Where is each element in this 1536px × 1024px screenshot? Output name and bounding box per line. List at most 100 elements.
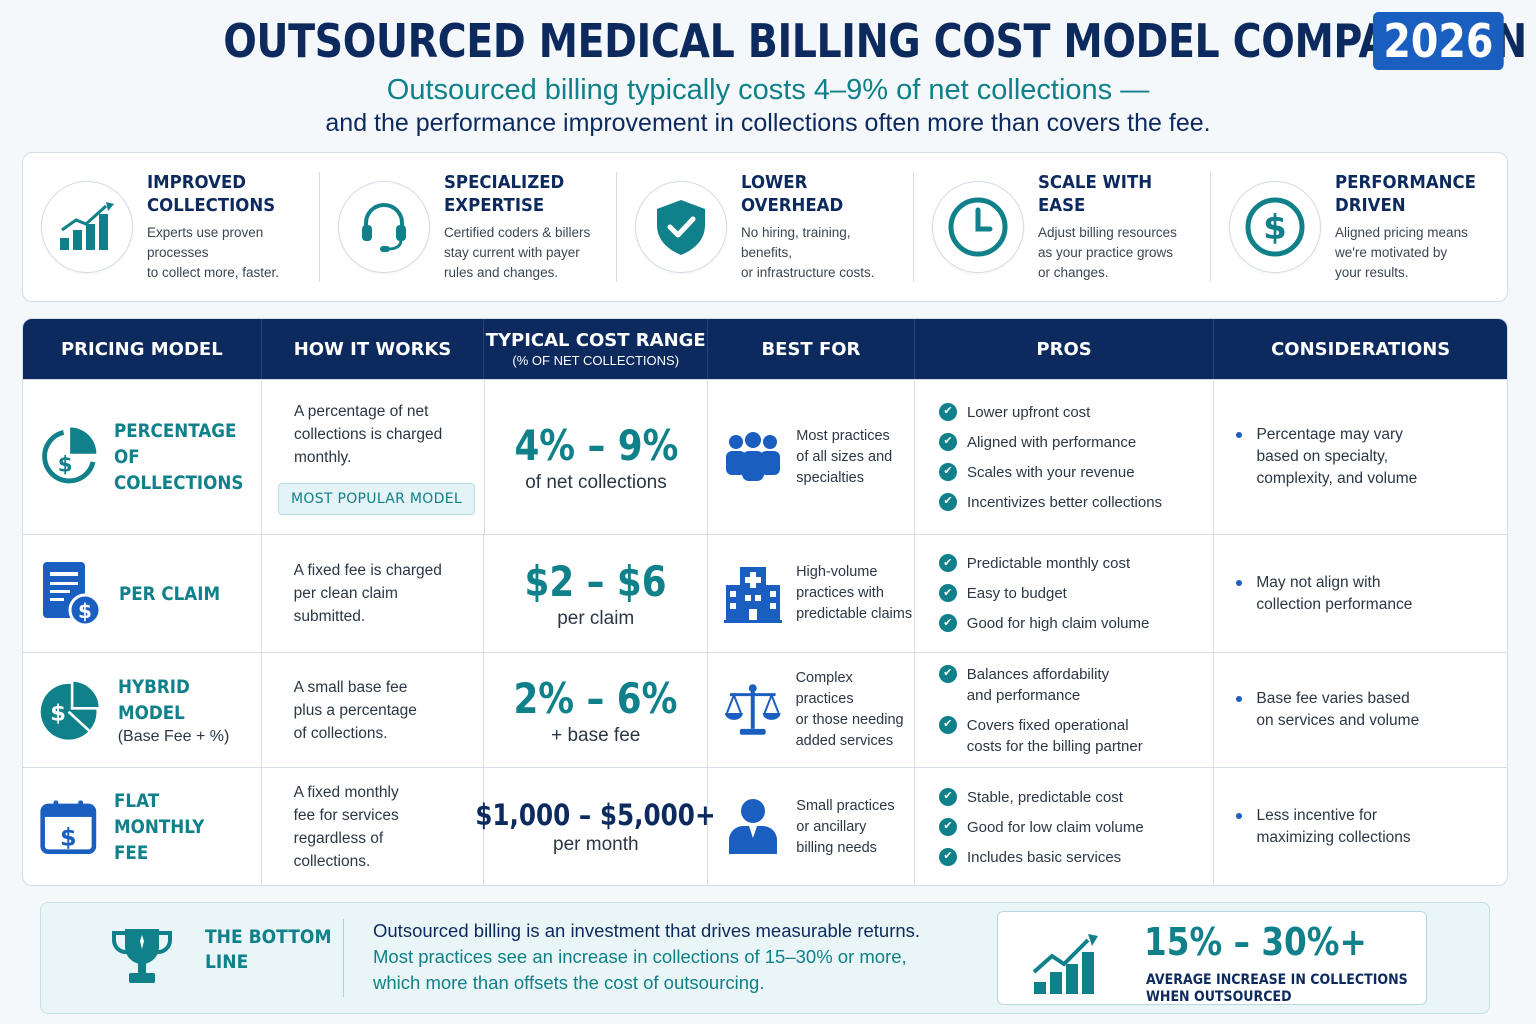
model-name: FEE xyxy=(113,842,148,864)
person-icon xyxy=(729,799,778,854)
model-name: FLAT MONTHLY xyxy=(113,790,204,838)
how-text: A fixed monthly fee for services regardles… xyxy=(293,784,399,870)
dollar-circle-icon: $ xyxy=(1229,181,1321,273)
subtitle-line-1: Outsourced billing typically costs 4–9% … xyxy=(386,74,1150,106)
considerations-cell: Percentage may vary based on specialty, co… xyxy=(1214,380,1507,534)
divider xyxy=(343,919,344,997)
title-row: OUTSOURCED MEDICAL BILLING COST MODEL CO… xyxy=(0,12,1536,70)
header-cost-range: TYPICAL COST RANGE (% OF NET COLLECTIONS… xyxy=(484,319,709,379)
benefit-desc: No hiring, training, benefits, or infrast… xyxy=(741,225,875,280)
pros-cell: ✔ Stable, predictable cost ✔ Good for low … xyxy=(915,768,1215,885)
best-for-cell: High-volume practices with predictable cla… xyxy=(708,535,915,652)
cost-cell: $1,000 – $5,000+ per month xyxy=(476,768,716,885)
pro-item: ✔ Includes basic services xyxy=(938,847,1121,868)
header-cost-sub: (% OF NET COLLECTIONS) xyxy=(512,353,680,368)
bottom-line-label: THE BOTTOM LINE xyxy=(205,926,332,973)
consideration-item: Percentage may vary based on specialty, co… xyxy=(1236,424,1417,490)
stat-value: 15% – 30%+ xyxy=(1144,920,1367,964)
cost-range: $1,000 – $5,000+ xyxy=(475,798,716,832)
model-name: PERCENTAGE OF xyxy=(114,420,237,468)
cost-cell: 2% – 6% + base fee xyxy=(484,653,709,767)
how-cell: A fixed fee is charged per clean claim sub… xyxy=(262,535,485,652)
check-icon: ✔ xyxy=(938,584,957,602)
group-people-icon xyxy=(726,432,781,481)
model-name: COLLECTIONS xyxy=(114,472,244,494)
cost-unit: + base fee xyxy=(551,724,641,746)
calendar-dollar-icon: $ xyxy=(40,800,97,855)
best-for-cell: Complex practices or those needing added s… xyxy=(708,653,915,767)
bar-chart-up-icon xyxy=(41,181,133,273)
benefit-title: PERFORMANCE xyxy=(1335,172,1476,193)
scales-icon xyxy=(725,684,781,735)
bottom-line-panel: THE BOTTOM LINE Outsourced billing is an… xyxy=(40,902,1490,1014)
benefit-improved-collections: IMPROVED COLLECTIONS Experts use proven … xyxy=(23,172,320,282)
check-icon: ✔ xyxy=(938,492,957,511)
benefit-desc: Certified coders & billers stay current w… xyxy=(444,225,591,280)
pro-item: ✔ Good for high claim volume xyxy=(938,613,1149,634)
clock-icon xyxy=(932,181,1024,273)
benefit-title: SCALE WITH EASE xyxy=(1038,172,1153,216)
model-name: PER CLAIM xyxy=(119,582,221,605)
considerations-cell: Base fee varies based on services and vol… xyxy=(1214,653,1507,767)
check-icon: ✔ xyxy=(938,787,957,806)
model-cell: $ HYBRID MODEL (Base Fee + %) xyxy=(23,653,262,767)
best-for-cell: Small practices or ancillary billing needs xyxy=(708,768,915,885)
pro-item: ✔ Covers fixed operational costs for the b… xyxy=(938,715,1143,757)
pro-item: ✔ Easy to budget xyxy=(938,583,1067,604)
hospital-building-icon xyxy=(724,566,783,623)
check-icon: ✔ xyxy=(938,432,957,451)
header-how-it-works: HOW IT WORKS xyxy=(262,319,485,379)
shield-check-icon xyxy=(635,181,727,273)
pro-item: ✔ Balances affordability and performance xyxy=(938,664,1109,706)
header-pricing-model: PRICING MODEL xyxy=(23,319,262,379)
pricing-comparison-table: PRICING MODEL HOW IT WORKS TYPICAL COST … xyxy=(22,318,1508,886)
how-cell: A fixed monthly fee for services regardles… xyxy=(262,768,485,885)
best-for-cell: Most practices of all sizes and specialtie… xyxy=(708,380,915,534)
check-icon: ✔ xyxy=(938,402,957,421)
svg-text:$: $ xyxy=(58,453,73,478)
bottom-line-text: Outsourced billing is an investment that… xyxy=(373,920,921,993)
pro-item: ✔ Scales with your revenue xyxy=(938,462,1135,483)
cost-unit: per month xyxy=(553,834,639,855)
how-text: A small base fee plus a percentage of coll… xyxy=(293,678,417,742)
invoice-dollar-icon: $ xyxy=(43,561,102,626)
pros-cell: ✔ Lower upfront cost ✔ Aligned with perfor… xyxy=(915,380,1215,534)
benefit-desc: Experts use proven processes to collect m… xyxy=(147,225,280,280)
pro-item: ✔ Aligned with performance xyxy=(938,432,1136,453)
bullet-icon xyxy=(1236,813,1243,819)
table-row: $ PER CLAIM A fixed fee is charged per cl… xyxy=(23,534,1507,652)
pro-item: ✔ Incentivizes better collections xyxy=(938,492,1162,513)
benefit-title: LOWER OVERHEAD xyxy=(741,172,844,216)
trophy-icon xyxy=(111,929,173,983)
best-for-text: Complex practices or those needing added s… xyxy=(795,670,904,749)
cost-range: $2 – $6 xyxy=(524,557,667,606)
table-row: $ PERCENTAGE OF COLLECTIONS A percentage… xyxy=(23,379,1507,534)
check-icon: ✔ xyxy=(938,614,957,632)
pro-item: ✔ Lower upfront cost xyxy=(938,402,1090,423)
best-for-text: Most practices of all sizes and specialtie… xyxy=(796,427,893,486)
benefits-strip: IMPROVED COLLECTIONS Experts use proven … xyxy=(22,152,1508,302)
benefit-lower-overhead: LOWER OVERHEAD No hiring, training, bene… xyxy=(617,172,914,282)
benefit-desc: Adjust billing resources as your practice… xyxy=(1038,225,1177,280)
model-sub: (Base Fee + %) xyxy=(117,728,230,745)
pros-cell: ✔ Predictable monthly cost ✔ Easy to budge… xyxy=(915,535,1215,652)
cost-range: 4% – 9% xyxy=(514,420,678,470)
table-header: PRICING MODEL HOW IT WORKS TYPICAL COST … xyxy=(23,319,1507,379)
consideration-item: May not align with collection performance xyxy=(1236,572,1412,616)
check-icon: ✔ xyxy=(938,847,957,866)
considerations-cell: Less incentive for maximizing collections xyxy=(1214,768,1507,885)
how-text: A fixed fee is charged per clean claim sub… xyxy=(293,562,442,625)
header-pros: PROS xyxy=(915,319,1215,379)
check-icon: ✔ xyxy=(938,817,957,836)
pie-chart-dollar-icon: $ xyxy=(40,679,102,740)
benefit-title: IMPROVED xyxy=(147,172,247,193)
most-popular-badge: MOST POPULAR MODEL xyxy=(278,482,475,515)
svg-text:$: $ xyxy=(60,823,77,851)
cost-cell: 4% – 9% of net collections xyxy=(485,380,709,534)
benefit-performance-driven: $ PERFORMANCE DRIVEN Aligned pricing mea… xyxy=(1211,172,1507,282)
how-cell: A percentage of net collections is charge… xyxy=(262,380,485,534)
check-icon: ✔ xyxy=(938,554,957,572)
year-badge: 2026 xyxy=(1372,12,1504,70)
cost-unit: per claim xyxy=(557,608,635,629)
model-cell: $ FLAT MONTHLY FEE xyxy=(23,768,262,885)
